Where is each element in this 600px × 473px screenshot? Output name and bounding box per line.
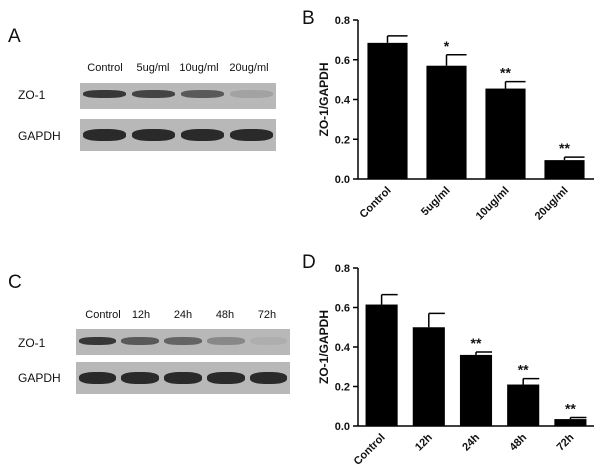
y-tick-label: 0.8 — [335, 15, 350, 27]
lane-label: 72h — [257, 309, 277, 321]
x-tick-label: 72h — [555, 431, 577, 453]
x-tick-label: 24h — [460, 431, 482, 453]
blot-band — [78, 372, 117, 384]
y-tick-label: 0.0 — [335, 174, 350, 186]
blot-band — [180, 90, 225, 98]
significance-label: ** — [500, 65, 511, 81]
significance-label: ** — [565, 401, 576, 417]
x-tick-label: 48h — [507, 431, 529, 453]
y-tick-label: 0.4 — [335, 342, 351, 354]
blot-band — [180, 129, 225, 141]
y-axis-label: ZO-1/GAPDH — [317, 62, 331, 136]
blot-band — [249, 337, 288, 345]
bar — [544, 160, 585, 179]
zo1-blot-strip — [80, 83, 276, 109]
x-tick-label: 12h — [413, 431, 435, 453]
gapdh-blot-strip — [80, 119, 276, 151]
y-tick-label: 0.6 — [335, 303, 350, 315]
y-tick-label: 0.4 — [335, 95, 351, 107]
bar — [554, 419, 587, 426]
significance-label: ** — [471, 335, 482, 351]
lane-label: 20ug/ml — [229, 62, 269, 74]
blot-band — [82, 129, 127, 141]
lane-label: 5ug/ml — [136, 62, 170, 74]
blot-band — [249, 372, 288, 384]
blot-band — [206, 372, 245, 384]
y-axis-label: ZO-1/GAPDH — [317, 310, 331, 384]
lane-label: 12h — [131, 309, 151, 321]
panel-b-letter: B — [302, 8, 315, 29]
bar — [367, 42, 408, 180]
gapdh-blot-strip — [76, 362, 290, 394]
blot-band — [121, 337, 160, 345]
lane-label: 10ug/ml — [179, 62, 219, 74]
blot-band — [229, 90, 274, 98]
blot-band — [206, 337, 245, 345]
x-tick-label: Control — [352, 432, 388, 468]
row-label-gapdh: GAPDH — [18, 371, 61, 385]
y-tick-label: 0.2 — [335, 382, 350, 394]
bar — [365, 304, 398, 426]
bar — [459, 354, 493, 426]
significance-label: * — [444, 38, 450, 54]
significance-label: ** — [518, 362, 529, 378]
blot-band — [121, 372, 160, 384]
blot-band — [131, 129, 176, 141]
bar — [485, 88, 526, 179]
lane-label: Control — [87, 62, 123, 74]
bar — [412, 327, 445, 426]
lane-label: 24h — [173, 309, 193, 321]
blot-band — [164, 337, 202, 345]
lane-label: Control — [85, 309, 121, 321]
y-tick-label: 0.6 — [335, 55, 350, 67]
lane-label: 48h — [215, 309, 235, 321]
blot-band — [164, 372, 202, 384]
bar — [426, 65, 467, 179]
row-label-zo1: ZO-1 — [18, 336, 46, 350]
panel-a-letter: A — [8, 26, 21, 47]
zo1-blot-strip — [76, 329, 290, 355]
row-label-zo1: ZO-1 — [18, 88, 46, 102]
row-label-gapdh: GAPDH — [18, 129, 61, 143]
blot-band — [131, 90, 176, 98]
blot-band — [82, 90, 127, 98]
y-tick-label: 0.2 — [335, 134, 350, 146]
blot-band — [229, 129, 274, 141]
blot-band — [78, 337, 117, 345]
significance-label: ** — [559, 140, 570, 156]
y-tick-label: 0.8 — [335, 263, 350, 275]
panel-c-letter: C — [8, 272, 22, 293]
y-tick-label: 0.0 — [335, 421, 350, 433]
panel-d-letter: D — [302, 252, 316, 273]
bar — [507, 384, 540, 426]
